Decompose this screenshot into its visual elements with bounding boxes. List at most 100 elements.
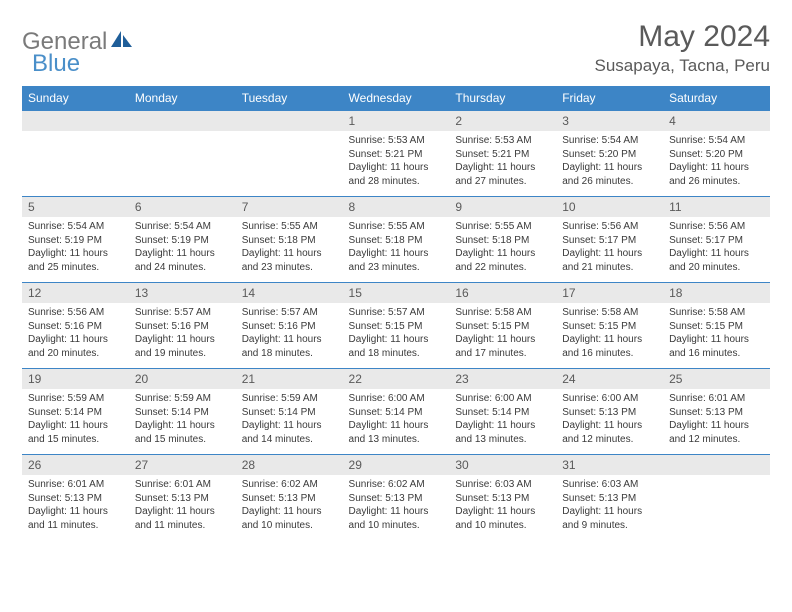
day-number-cell: 21 <box>236 369 343 390</box>
daylight-line: Daylight: 11 hours and 26 minutes. <box>669 162 749 187</box>
sunset-line: Sunset: 5:14 PM <box>135 407 209 418</box>
daylight-line: Daylight: 11 hours and 15 minutes. <box>28 420 108 445</box>
sunrise-line: Sunrise: 6:00 AM <box>562 393 638 404</box>
day-detail-cell: Sunrise: 6:00 AMSunset: 5:14 PMDaylight:… <box>449 389 556 455</box>
day-detail-cell: Sunrise: 5:55 AMSunset: 5:18 PMDaylight:… <box>236 217 343 283</box>
day-detail-cell: Sunrise: 5:56 AMSunset: 5:16 PMDaylight:… <box>22 303 129 369</box>
day-detail-cell: Sunrise: 5:56 AMSunset: 5:17 PMDaylight:… <box>556 217 663 283</box>
day-number-cell: 5 <box>22 197 129 218</box>
sunrise-line: Sunrise: 5:57 AM <box>135 307 211 318</box>
sunset-line: Sunset: 5:15 PM <box>455 321 529 332</box>
day-number-row: 12131415161718 <box>22 283 770 304</box>
sunset-line: Sunset: 5:17 PM <box>562 235 636 246</box>
day-number-cell: 22 <box>343 369 450 390</box>
sunrise-line: Sunrise: 5:54 AM <box>562 135 638 146</box>
sunrise-line: Sunrise: 5:59 AM <box>28 393 104 404</box>
sunset-line: Sunset: 5:13 PM <box>455 493 529 504</box>
day-detail-cell: Sunrise: 6:00 AMSunset: 5:14 PMDaylight:… <box>343 389 450 455</box>
sunset-line: Sunset: 5:18 PM <box>242 235 316 246</box>
day-number-row: 567891011 <box>22 197 770 218</box>
sunset-line: Sunset: 5:14 PM <box>349 407 423 418</box>
day-number-cell: 15 <box>343 283 450 304</box>
daylight-line: Daylight: 11 hours and 10 minutes. <box>455 506 535 531</box>
day-number-cell <box>236 111 343 132</box>
sunset-line: Sunset: 5:16 PM <box>28 321 102 332</box>
sunset-line: Sunset: 5:13 PM <box>242 493 316 504</box>
weekday-header: Sunday <box>22 86 129 111</box>
sunset-line: Sunset: 5:13 PM <box>135 493 209 504</box>
sunrise-line: Sunrise: 5:53 AM <box>455 135 531 146</box>
day-detail-cell: Sunrise: 5:58 AMSunset: 5:15 PMDaylight:… <box>663 303 770 369</box>
day-number-cell: 19 <box>22 369 129 390</box>
daylight-line: Daylight: 11 hours and 28 minutes. <box>349 162 429 187</box>
day-number-cell: 10 <box>556 197 663 218</box>
day-detail-row: Sunrise: 6:01 AM Sunset: 5:13 PM Daylight:… <box>22 475 770 540</box>
sunrise-line: Sunrise: 6:02 AM <box>349 479 425 490</box>
daylight-line: Daylight: 11 hours and 26 minutes. <box>562 162 642 187</box>
day-detail-cell: Sunrise: 5:59 AMSunset: 5:14 PMDaylight:… <box>236 389 343 455</box>
sunset-line: Sunset: 5:18 PM <box>349 235 423 246</box>
daylight-line: Daylight: 11 hours and 10 minutes. <box>242 506 322 531</box>
sunset-line: Sunset: 5:15 PM <box>349 321 423 332</box>
sunset-line: Sunset: 5:18 PM <box>455 235 529 246</box>
day-number-cell: 23 <box>449 369 556 390</box>
day-detail-cell: Sunrise: 6:03 AMSunset: 5:13 PMDaylight:… <box>449 475 556 540</box>
day-number-cell: 14 <box>236 283 343 304</box>
day-number-cell: 1 <box>343 111 450 132</box>
daylight-line: Daylight: 11 hours and 11 minutes. <box>28 506 108 531</box>
sunrise-line: Sunrise: 5:54 AM <box>28 221 104 232</box>
day-number-cell: 28 <box>236 455 343 476</box>
day-detail-cell: Sunrise: 5:55 AM Sunset: 5:18 PM Daylight:… <box>343 217 450 283</box>
weekday-header: Saturday <box>663 86 770 111</box>
day-number-cell: 12 <box>22 283 129 304</box>
day-detail-cell: Sunrise: 6:01 AMSunset: 5:13 PMDaylight:… <box>22 475 129 540</box>
weekday-header: Wednesday <box>343 86 450 111</box>
weekday-header: Monday <box>129 86 236 111</box>
day-detail-cell: Sunrise: 6:00 AM Sunset: 5:13 PM Daylight:… <box>556 389 663 455</box>
daylight-line: Daylight: 11 hours and 24 minutes. <box>135 248 215 273</box>
sunset-line: Sunset: 5:21 PM <box>455 149 529 160</box>
day-detail-cell: Sunrise: 5:54 AM Sunset: 5:20 PM Daylight:… <box>556 131 663 197</box>
daylight-line: Daylight: 11 hours and 13 minutes. <box>455 420 535 445</box>
day-detail-cell: Sunrise: 5:53 AM Sunset: 5:21 PM Daylight:… <box>449 131 556 197</box>
day-detail-cell: Sunrise: 5:55 AM Sunset: 5:18 PM Daylight:… <box>449 217 556 283</box>
sunrise-line: Sunrise: 5:56 AM <box>28 307 104 318</box>
day-detail-row: Sunrise: 5:56 AM Sunset: 5:16 PM Daylight:… <box>22 303 770 369</box>
sunrise-line: Sunrise: 5:58 AM <box>562 307 638 318</box>
daylight-line: Daylight: 11 hours and 22 minutes. <box>455 248 535 273</box>
day-number-row: 1234 <box>22 111 770 132</box>
day-number-cell: 30 <box>449 455 556 476</box>
daylight-line: Daylight: 11 hours and 23 minutes. <box>349 248 429 273</box>
day-detail-cell: Sunrise: 5:57 AMSunset: 5:16 PMDaylight:… <box>236 303 343 369</box>
sunset-line: Sunset: 5:21 PM <box>349 149 423 160</box>
sunrise-line: Sunrise: 6:01 AM <box>669 393 745 404</box>
daylight-line: Daylight: 11 hours and 20 minutes. <box>669 248 749 273</box>
page-title: May 2024 <box>595 20 770 54</box>
day-number-cell: 24 <box>556 369 663 390</box>
sunset-line: Sunset: 5:13 PM <box>562 407 636 418</box>
location-text: Susapaya, Tacna, Peru <box>595 56 770 76</box>
day-detail-cell <box>22 131 129 197</box>
day-number-cell: 13 <box>129 283 236 304</box>
daylight-line: Daylight: 11 hours and 12 minutes. <box>669 420 749 445</box>
sunrise-line: Sunrise: 6:01 AM <box>135 479 211 490</box>
sunset-line: Sunset: 5:14 PM <box>28 407 102 418</box>
sunset-line: Sunset: 5:13 PM <box>28 493 102 504</box>
day-number-cell: 26 <box>22 455 129 476</box>
day-detail-row: Sunrise: 5:59 AM Sunset: 5:14 PM Daylight:… <box>22 389 770 455</box>
weekday-header: Friday <box>556 86 663 111</box>
sunrise-line: Sunrise: 5:55 AM <box>455 221 531 232</box>
daylight-line: Daylight: 11 hours and 12 minutes. <box>562 420 642 445</box>
daylight-line: Daylight: 11 hours and 27 minutes. <box>455 162 535 187</box>
day-detail-cell: Sunrise: 5:57 AMSunset: 5:16 PMDaylight:… <box>129 303 236 369</box>
day-number-cell: 7 <box>236 197 343 218</box>
day-number-cell: 3 <box>556 111 663 132</box>
sunrise-line: Sunrise: 5:55 AM <box>349 221 425 232</box>
sunset-line: Sunset: 5:15 PM <box>669 321 743 332</box>
day-number-cell <box>22 111 129 132</box>
sunset-line: Sunset: 5:13 PM <box>562 493 636 504</box>
daylight-line: Daylight: 11 hours and 16 minutes. <box>669 334 749 359</box>
sunrise-line: Sunrise: 5:54 AM <box>135 221 211 232</box>
sunset-line: Sunset: 5:20 PM <box>562 149 636 160</box>
daylight-line: Daylight: 11 hours and 18 minutes. <box>242 334 322 359</box>
